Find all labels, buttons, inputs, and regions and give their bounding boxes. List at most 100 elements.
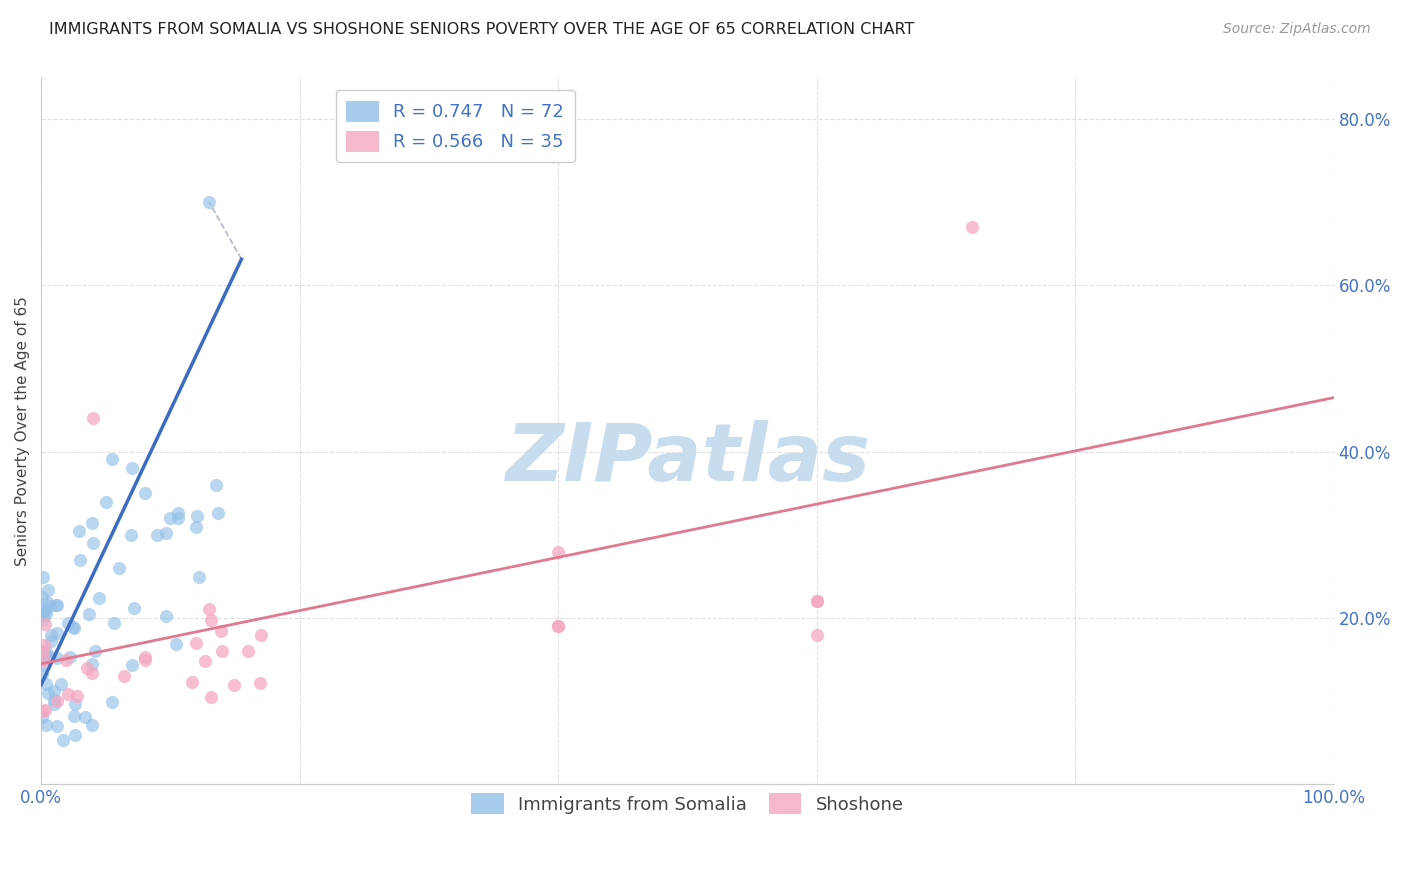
Point xyxy=(46,599,69,613)
Point xyxy=(94,494,117,508)
Point xyxy=(960,220,983,235)
Point xyxy=(84,643,107,657)
Point xyxy=(51,677,73,691)
Y-axis label: Seniors Poverty Over the Age of 65: Seniors Poverty Over the Age of 65 xyxy=(15,296,30,566)
Point xyxy=(547,619,569,633)
Point xyxy=(37,686,59,700)
Point xyxy=(155,525,177,540)
Point xyxy=(39,649,62,664)
Point xyxy=(35,595,58,609)
Point xyxy=(34,607,56,622)
Point xyxy=(41,628,63,642)
Point xyxy=(103,616,125,631)
Point xyxy=(45,625,67,640)
Point xyxy=(42,683,65,698)
Point xyxy=(45,718,67,732)
Point xyxy=(32,607,55,622)
Point xyxy=(37,583,59,598)
Point xyxy=(39,633,62,648)
Point xyxy=(547,619,569,633)
Point xyxy=(806,594,828,608)
Point xyxy=(63,708,86,723)
Point xyxy=(82,666,104,681)
Point xyxy=(62,621,84,635)
Point xyxy=(32,638,55,652)
Point xyxy=(101,695,124,709)
Point xyxy=(35,718,58,732)
Point xyxy=(35,677,58,691)
Point xyxy=(44,599,66,613)
Point xyxy=(167,507,190,521)
Point xyxy=(120,527,142,541)
Point xyxy=(107,561,129,575)
Point xyxy=(82,718,104,732)
Point xyxy=(159,511,181,525)
Point xyxy=(198,602,221,616)
Point xyxy=(31,570,53,584)
Point xyxy=(58,650,80,665)
Point xyxy=(32,612,55,626)
Point xyxy=(101,451,124,466)
Point xyxy=(31,704,53,718)
Point xyxy=(121,657,143,672)
Point xyxy=(82,657,104,671)
Point xyxy=(76,661,98,675)
Point xyxy=(186,519,208,533)
Point xyxy=(155,608,177,623)
Legend: Immigrants from Somalia, Shoshone: Immigrants from Somalia, Shoshone xyxy=(460,782,914,825)
Point xyxy=(39,599,62,613)
Point xyxy=(45,694,67,708)
Point xyxy=(121,461,143,475)
Text: Source: ZipAtlas.com: Source: ZipAtlas.com xyxy=(1223,22,1371,37)
Point xyxy=(181,675,204,690)
Point xyxy=(806,628,828,642)
Point xyxy=(207,507,229,521)
Point xyxy=(65,697,87,711)
Point xyxy=(44,697,66,711)
Point xyxy=(35,645,58,659)
Point xyxy=(31,666,53,681)
Point xyxy=(146,528,169,542)
Point xyxy=(69,553,91,567)
Point xyxy=(75,710,97,724)
Point xyxy=(167,511,190,525)
Point xyxy=(77,607,100,621)
Point xyxy=(63,728,86,742)
Point xyxy=(35,648,58,663)
Point xyxy=(31,591,53,605)
Point xyxy=(42,693,65,707)
Point xyxy=(134,486,156,500)
Point xyxy=(31,645,53,659)
Point xyxy=(186,636,208,650)
Point xyxy=(165,637,187,651)
Point xyxy=(82,411,104,425)
Point xyxy=(34,617,56,632)
Point xyxy=(82,536,104,550)
Point xyxy=(66,689,89,703)
Point xyxy=(80,516,103,530)
Point xyxy=(52,733,75,747)
Point xyxy=(204,477,226,491)
Point xyxy=(56,615,79,630)
Point xyxy=(200,613,222,627)
Point xyxy=(198,195,221,210)
Point xyxy=(134,650,156,665)
Point xyxy=(122,600,145,615)
Point xyxy=(249,675,271,690)
Point xyxy=(112,669,135,683)
Point xyxy=(806,594,828,608)
Point xyxy=(134,653,156,667)
Point xyxy=(200,690,222,705)
Point xyxy=(547,544,569,558)
Point xyxy=(211,644,233,658)
Point xyxy=(250,628,273,642)
Text: IMMIGRANTS FROM SOMALIA VS SHOSHONE SENIORS POVERTY OVER THE AGE OF 65 CORRELATI: IMMIGRANTS FROM SOMALIA VS SHOSHONE SENI… xyxy=(49,22,914,37)
Point xyxy=(67,524,90,538)
Point xyxy=(45,651,67,665)
Point xyxy=(32,604,55,618)
Point xyxy=(193,654,215,668)
Text: ZIPatlas: ZIPatlas xyxy=(505,420,870,499)
Point xyxy=(31,643,53,657)
Point xyxy=(186,509,208,524)
Point xyxy=(87,591,110,605)
